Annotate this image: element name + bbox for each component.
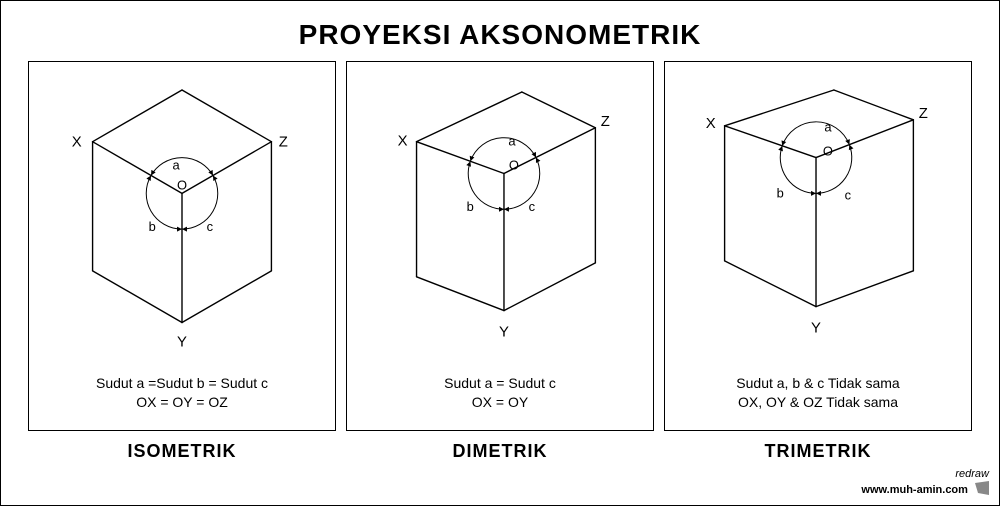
svg-text:b: b [777, 185, 784, 200]
trimetrik-label: TRIMETRIK [765, 441, 872, 462]
column-trimetrik: X Z Y Oa b c Sudut a, b & c Tidak sama OX, OY… [664, 61, 972, 462]
svg-text:c: c [529, 199, 536, 214]
svg-text:X: X [72, 135, 82, 151]
svg-text:O: O [177, 177, 187, 192]
page-frame: PROYEKSI AKSONOMETRIK X Z Y Oa b c Sudut a =S… [0, 0, 1000, 506]
credit-url: www.muh-amin.com [861, 484, 968, 496]
panel-dimetrik: X Z Y Oa b c Sudut a = Sudut c OX = OY [346, 61, 654, 431]
svg-text:Z: Z [279, 135, 288, 151]
credit-block: redraw www.muh-amin.com [861, 468, 989, 499]
svg-text:b: b [149, 219, 156, 234]
trimetrik-labels: X Z Y Oa b c [706, 106, 928, 337]
trimetrik-caption: Sudut a, b & c Tidak sama OX, OY & OZ Ti… [665, 374, 971, 412]
trimetrik-cube [725, 90, 914, 307]
dimetrik-label: DIMETRIK [453, 441, 548, 462]
svg-text:O: O [509, 158, 519, 173]
dimetrik-caption: Sudut a = Sudut c OX = OY [347, 374, 653, 412]
svg-text:Z: Z [601, 114, 610, 130]
svg-text:a: a [508, 134, 516, 149]
column-dimetrik: X Z Y Oa b c Sudut a = Sudut c OX = OY DIMETR… [346, 61, 654, 462]
svg-text:Y: Y [811, 320, 821, 336]
svg-text:Z: Z [919, 106, 928, 122]
column-isometrik: X Z Y Oa b c Sudut a =Sudut b = Sudut c OX = … [28, 61, 336, 462]
svg-text:X: X [398, 134, 408, 150]
svg-text:Y: Y [177, 334, 187, 350]
svg-text:Y: Y [499, 324, 509, 340]
dimetrik-caption-line1: Sudut a = Sudut c [347, 374, 653, 393]
dimetrik-cube [417, 92, 596, 311]
isometrik-labels: X Z Y Oa b c [72, 135, 288, 351]
isometrik-caption-line2: OX = OY = OZ [29, 393, 335, 412]
panel-trimetrik: X Z Y Oa b c Sudut a, b & c Tidak sama OX, OY… [664, 61, 972, 431]
svg-text:c: c [845, 187, 852, 202]
svg-text:b: b [467, 199, 474, 214]
svg-text:c: c [207, 219, 214, 234]
svg-text:X: X [706, 116, 716, 132]
isometrik-caption: Sudut a =Sudut b = Sudut c OX = OY = OZ [29, 374, 335, 412]
credit-marker-icon [975, 481, 989, 499]
trimetrik-caption-line2: OX, OY & OZ Tidak sama [665, 393, 971, 412]
credit-redraw: redraw [955, 468, 989, 480]
panels-row: X Z Y Oa b c Sudut a =Sudut b = Sudut c OX = … [1, 61, 999, 462]
dimetrik-caption-line2: OX = OY [347, 393, 653, 412]
page-title: PROYEKSI AKSONOMETRIK [1, 19, 999, 51]
isometrik-cube [93, 90, 272, 322]
panel-isometrik: X Z Y Oa b c Sudut a =Sudut b = Sudut c OX = … [28, 61, 336, 431]
svg-text:a: a [824, 120, 832, 135]
svg-text:a: a [172, 158, 180, 173]
svg-text:O: O [823, 144, 833, 159]
isometrik-caption-line1: Sudut a =Sudut b = Sudut c [29, 374, 335, 393]
trimetrik-caption-line1: Sudut a, b & c Tidak sama [665, 374, 971, 393]
isometrik-label: ISOMETRIK [127, 441, 236, 462]
